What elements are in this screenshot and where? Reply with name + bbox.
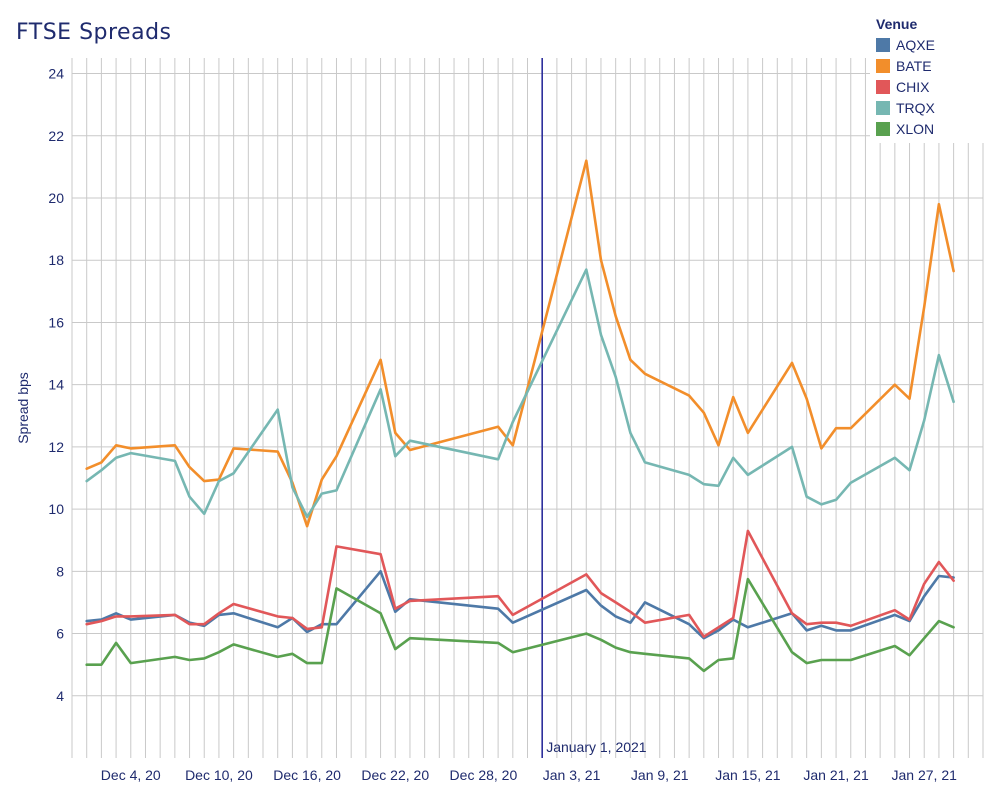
x-tick-label: Dec 10, 20 xyxy=(185,767,253,783)
x-tick-label: Jan 9, 21 xyxy=(631,767,689,783)
y-tick-label: 22 xyxy=(48,128,64,144)
legend-item-trqx[interactable]: TRQX xyxy=(876,97,1000,118)
y-tick-label: 8 xyxy=(56,563,64,579)
y-tick-label: 12 xyxy=(48,439,64,455)
x-tick-label: Jan 21, 21 xyxy=(803,767,869,783)
y-tick-label: 4 xyxy=(56,688,64,704)
x-tick-label: Jan 15, 21 xyxy=(715,767,781,783)
legend-title: Venue xyxy=(876,16,918,32)
legend-swatch xyxy=(876,58,890,73)
series-line-trqx xyxy=(85,268,955,519)
legend-item-chix[interactable]: CHIX xyxy=(876,76,1000,97)
y-tick-label: 14 xyxy=(48,377,64,393)
x-tick-label: Jan 27, 21 xyxy=(892,767,958,783)
series-lines xyxy=(85,159,955,673)
y-tick-label: 6 xyxy=(56,626,64,642)
y-tick-label: 20 xyxy=(48,190,64,206)
y-axis-label: Spread bps xyxy=(15,372,31,444)
legend-label: AQXE xyxy=(896,36,935,53)
legend-label: BATE xyxy=(896,57,932,74)
vertical-gridlines xyxy=(71,58,984,758)
legend-item-aqxe[interactable]: AQXE xyxy=(876,34,1000,55)
legend-item-xlon[interactable]: XLON xyxy=(876,118,1000,139)
x-tick-label: Dec 22, 20 xyxy=(361,767,429,783)
series-line-xlon xyxy=(85,577,955,673)
legend-swatch xyxy=(876,100,890,115)
chart-title: FTSE Spreads xyxy=(16,20,172,45)
y-tick-label: 24 xyxy=(48,66,64,82)
y-tick-label: 16 xyxy=(48,314,64,330)
legend-swatch xyxy=(876,79,890,94)
x-tick-label: Dec 4, 20 xyxy=(101,767,161,783)
y-tick-label: 10 xyxy=(48,501,64,517)
legend-label: XLON xyxy=(896,120,935,137)
series-line-chix xyxy=(85,529,955,639)
legend-label: CHIX xyxy=(896,78,930,95)
x-tick-label: Dec 28, 20 xyxy=(450,767,518,783)
legend: Venue AQXE BATE CHIX TRQX XLON xyxy=(870,14,1000,143)
x-tick-label: Jan 3, 21 xyxy=(543,767,601,783)
x-tick-label: Dec 16, 20 xyxy=(273,767,341,783)
series-line-aqxe xyxy=(85,569,955,640)
x-axis-ticks: Dec 4, 20 Dec 10, 20 Dec 16, 20 Dec 22, 20 D… xyxy=(101,767,957,783)
legend-label: TRQX xyxy=(896,99,935,116)
y-axis-ticks: 4 6 8 10 12 14 16 18 20 22 24 xyxy=(48,66,64,704)
y-tick-label: 18 xyxy=(48,252,64,268)
legend-item-bate[interactable]: BATE xyxy=(876,55,1000,76)
legend-swatch xyxy=(876,121,890,136)
reference-line: January 1, 2021 xyxy=(541,58,647,758)
legend-swatch xyxy=(876,37,890,52)
horizontal-gridlines xyxy=(72,73,983,697)
reference-line-label: January 1, 2021 xyxy=(546,739,647,755)
series-line-bate xyxy=(85,159,955,528)
